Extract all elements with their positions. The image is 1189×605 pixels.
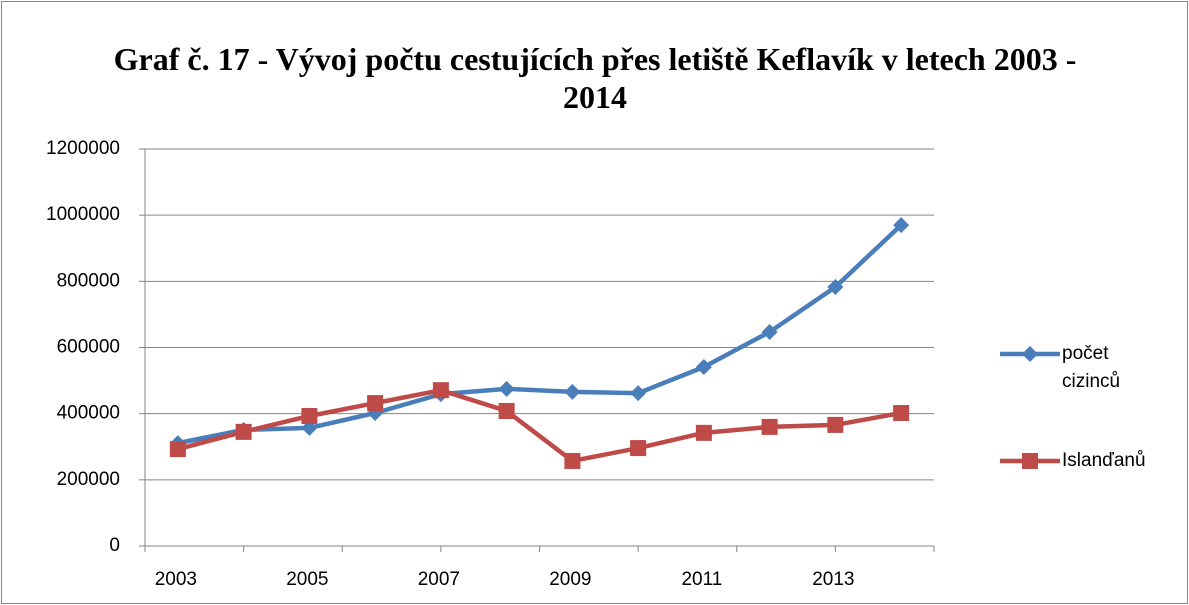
point	[827, 278, 844, 295]
x-tick-label: 2013	[812, 569, 854, 590]
point	[498, 380, 515, 397]
point	[761, 418, 778, 435]
point	[827, 416, 844, 433]
point	[301, 407, 318, 424]
point	[1022, 453, 1038, 469]
point	[432, 382, 449, 399]
y-tick-label: 1000000	[46, 204, 120, 225]
point	[564, 452, 581, 469]
point	[695, 424, 712, 441]
point	[169, 441, 186, 458]
point	[564, 383, 581, 400]
x-tick-label: 2005	[286, 569, 328, 590]
point	[630, 440, 647, 457]
point	[630, 385, 647, 402]
chart-title: Graf č. 17 - Vývoj počtu cestujících pře…	[113, 41, 1077, 115]
y-tick-label: 200000	[57, 469, 120, 490]
point	[498, 403, 515, 420]
y-tick-label: 600000	[57, 337, 120, 358]
x-tick-label: 2011	[681, 569, 722, 590]
point	[235, 423, 252, 440]
point	[893, 405, 910, 422]
point	[1022, 346, 1038, 362]
point	[761, 323, 778, 340]
x-tick-label: 2003	[155, 569, 197, 590]
legend-label: Islanďanů	[1062, 450, 1146, 471]
point	[695, 359, 712, 376]
point	[367, 395, 384, 412]
y-tick-label: 400000	[57, 403, 120, 424]
x-tick-label: 2009	[549, 569, 591, 590]
y-tick-label: 800000	[57, 270, 120, 291]
point	[893, 217, 910, 234]
y-tick-label: 0	[109, 535, 120, 556]
x-tick-label: 2007	[418, 569, 460, 590]
y-tick-label: 1200000	[46, 138, 120, 159]
series-line	[177, 387, 902, 464]
legend-label: počet cizinců	[1062, 343, 1121, 392]
series-line	[177, 223, 903, 446]
